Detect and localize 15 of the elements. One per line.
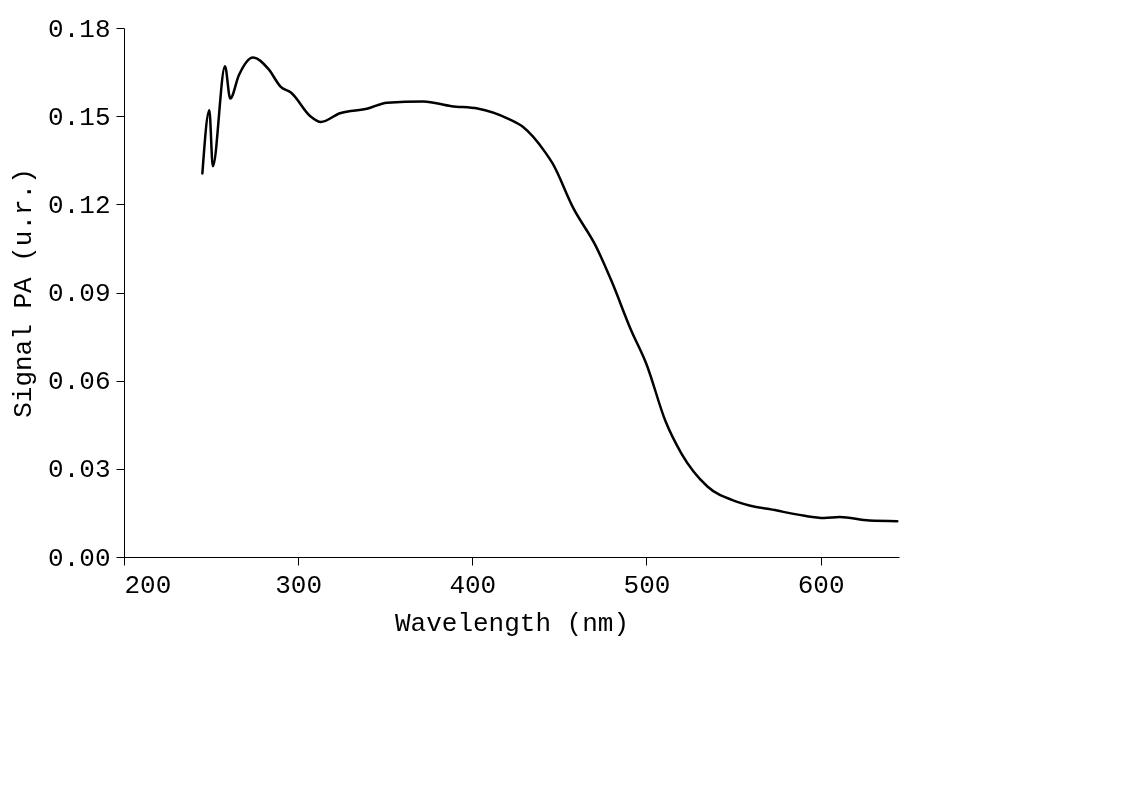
x-tick-label: 400 [449, 570, 497, 601]
y-tick-label: 0.00 [48, 543, 111, 574]
x-tick-label: 300 [275, 570, 323, 601]
y-tick-label: 0.18 [48, 14, 111, 45]
y-tick-label: 0.03 [48, 455, 111, 486]
x-axis-title: Wavelength (nm) [394, 608, 630, 639]
x-tick-label: 500 [623, 570, 671, 601]
y-tick-label: 0.09 [48, 279, 111, 309]
y-tick-label: 0.12 [48, 190, 111, 221]
y-axis-title: Signal PA (u.r.) [9, 168, 40, 418]
x-tick-label: 200 [124, 570, 172, 601]
y-tick-label: 0.15 [48, 102, 111, 133]
line-series [201, 56, 899, 523]
x-tick-label: 600 [797, 570, 845, 601]
y-tick-label: 0.06 [48, 367, 111, 398]
